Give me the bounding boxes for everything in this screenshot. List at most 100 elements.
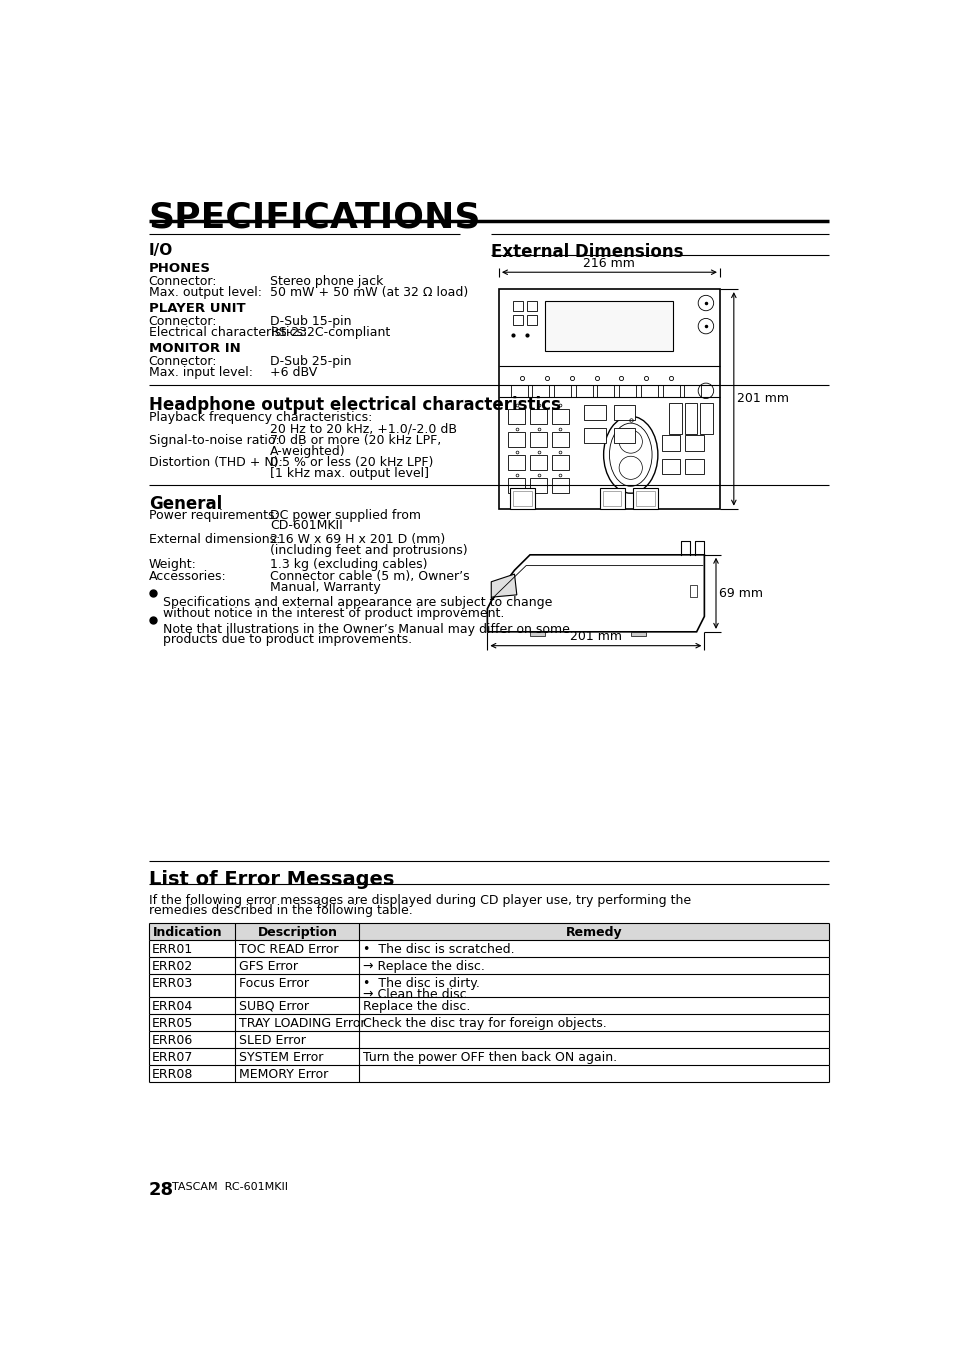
Bar: [530, 455, 546, 470]
Bar: [508, 431, 525, 447]
Bar: [633, 488, 658, 509]
Text: SPECIFICATIONS: SPECIFICATIONS: [149, 200, 480, 235]
Bar: [509, 488, 534, 509]
Bar: [510, 385, 527, 397]
Text: 201 mm: 201 mm: [569, 631, 621, 643]
Text: Connector:: Connector:: [149, 274, 217, 288]
Text: 20 Hz to 20 kHz, +1.0/-2.0 dB: 20 Hz to 20 kHz, +1.0/-2.0 dB: [270, 423, 456, 435]
Bar: [583, 405, 605, 420]
Text: SYSTEM Error: SYSTEM Error: [238, 1051, 323, 1063]
Text: without notice in the interest of product improvement.: without notice in the interest of produc…: [162, 607, 503, 620]
Text: → Clean the disc.: → Clean the disc.: [362, 988, 470, 1001]
Text: Max. output level:: Max. output level:: [149, 286, 261, 299]
Text: Accessories:: Accessories:: [149, 570, 226, 584]
Text: Connector:: Connector:: [149, 315, 217, 327]
Text: ERR02: ERR02: [152, 959, 193, 973]
Text: Stereo phone jack: Stereo phone jack: [270, 274, 383, 288]
Text: Manual, Warranty: Manual, Warranty: [270, 581, 381, 594]
Bar: [640, 385, 658, 397]
Text: MEMORY Error: MEMORY Error: [238, 1067, 328, 1081]
Text: MONITOR IN: MONITOR IN: [149, 342, 240, 355]
Bar: [508, 455, 525, 470]
Bar: [545, 301, 673, 351]
Bar: [602, 490, 620, 507]
Text: List of Error Messages: List of Error Messages: [149, 870, 394, 889]
Text: Remedy: Remedy: [565, 925, 622, 939]
Text: External Dimensions: External Dimensions: [491, 243, 683, 261]
Text: General: General: [149, 494, 222, 513]
Bar: [530, 632, 545, 636]
Text: D-Sub 25-pin: D-Sub 25-pin: [270, 354, 352, 367]
Text: TASCAM  RC-601MKII: TASCAM RC-601MKII: [172, 1182, 288, 1193]
Text: CD-601MKII: CD-601MKII: [270, 519, 343, 532]
Bar: [575, 385, 592, 397]
Text: I/O: I/O: [149, 243, 172, 258]
Text: ERR04: ERR04: [152, 1000, 193, 1013]
Text: 1.3 kg (excluding cables): 1.3 kg (excluding cables): [270, 558, 428, 571]
Text: DC power supplied from: DC power supplied from: [270, 508, 421, 521]
Polygon shape: [487, 555, 703, 632]
Bar: [551, 408, 568, 424]
Text: ERR05: ERR05: [152, 1017, 193, 1029]
Text: A-weighted): A-weighted): [270, 444, 346, 458]
Bar: [513, 301, 522, 311]
Bar: [513, 490, 531, 507]
Bar: [551, 431, 568, 447]
Text: 201 mm: 201 mm: [736, 392, 788, 405]
Bar: [530, 478, 546, 493]
Text: Connector cable (5 m), Owner’s: Connector cable (5 m), Owner’s: [270, 570, 470, 584]
Text: SUBQ Error: SUBQ Error: [238, 1000, 308, 1013]
Text: Weight:: Weight:: [149, 558, 196, 571]
Text: •  The disc is scratched.: • The disc is scratched.: [362, 943, 514, 957]
Text: Description: Description: [257, 925, 337, 939]
Text: → Replace the disc.: → Replace the disc.: [362, 959, 484, 973]
Bar: [700, 403, 712, 434]
Bar: [684, 458, 703, 474]
Text: ERR08: ERR08: [152, 1067, 193, 1081]
Bar: [551, 478, 568, 493]
Ellipse shape: [603, 416, 658, 493]
Text: RS-232C-compliant: RS-232C-compliant: [270, 326, 390, 339]
Text: Indication: Indication: [152, 925, 222, 939]
Text: SLED Error: SLED Error: [238, 1034, 305, 1047]
Text: ERR01: ERR01: [152, 943, 193, 957]
Text: Distortion (THD + N):: Distortion (THD + N):: [149, 457, 282, 469]
Bar: [551, 455, 568, 470]
Bar: [613, 428, 635, 443]
Text: 216 W x 69 H x 201 D (mm): 216 W x 69 H x 201 D (mm): [270, 534, 445, 546]
Text: External dimensions:: External dimensions:: [149, 534, 280, 546]
Bar: [508, 478, 525, 493]
Text: ERR07: ERR07: [152, 1051, 193, 1063]
Bar: [583, 428, 605, 443]
Bar: [597, 385, 614, 397]
Bar: [690, 585, 696, 597]
Bar: [532, 385, 549, 397]
Text: Connector:: Connector:: [149, 354, 217, 367]
Text: D-Sub 15-pin: D-Sub 15-pin: [270, 315, 352, 327]
Bar: [599, 488, 624, 509]
Polygon shape: [491, 574, 517, 597]
Text: If the following error messages are displayed during CD player use, try performi: If the following error messages are disp…: [149, 893, 690, 907]
Bar: [613, 405, 635, 420]
Text: Note that illustrations in the Owner’s Manual may differ on some: Note that illustrations in the Owner’s M…: [162, 623, 569, 635]
Bar: [661, 458, 679, 474]
Bar: [498, 289, 720, 508]
Text: 69 mm: 69 mm: [719, 586, 762, 600]
Bar: [526, 301, 537, 311]
Text: 28: 28: [149, 1181, 173, 1198]
Text: remedies described in the following table.: remedies described in the following tabl…: [149, 904, 412, 917]
Text: +6 dBV: +6 dBV: [270, 366, 317, 380]
Text: 70 dB or more (20 kHz LPF,: 70 dB or more (20 kHz LPF,: [270, 434, 441, 447]
Bar: [530, 431, 546, 447]
Text: Headphone output electrical characteristics: Headphone output electrical characterist…: [149, 396, 560, 415]
Text: (including feet and protrusions): (including feet and protrusions): [270, 544, 468, 557]
Text: •  The disc is dirty.: • The disc is dirty.: [362, 977, 479, 990]
Bar: [618, 385, 636, 397]
Text: ERR03: ERR03: [152, 977, 193, 990]
Text: TRAY LOADING Error: TRAY LOADING Error: [238, 1017, 365, 1029]
Text: TOC READ Error: TOC READ Error: [238, 943, 337, 957]
Text: Focus Error: Focus Error: [238, 977, 308, 990]
Ellipse shape: [609, 423, 652, 486]
Text: Electrical characteristics:: Electrical characteristics:: [149, 326, 307, 339]
Text: Power requirements:: Power requirements:: [149, 508, 278, 521]
